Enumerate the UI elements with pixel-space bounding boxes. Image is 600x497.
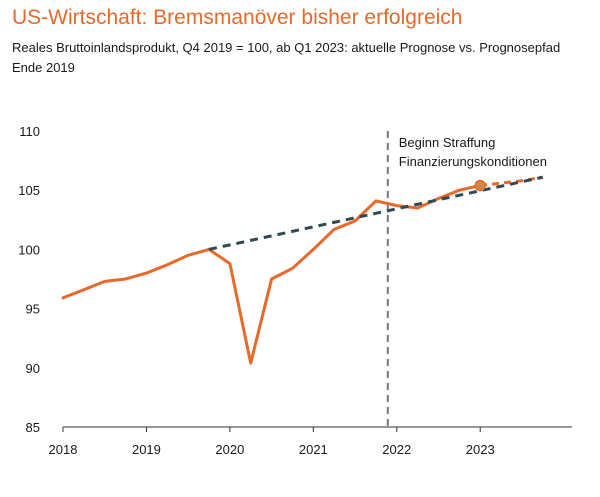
x-tick-label: 2018 xyxy=(49,442,78,457)
gdp-actual-line xyxy=(61,184,482,365)
series-group xyxy=(61,175,544,365)
y-tick-label: 90 xyxy=(26,361,40,376)
annotation: Beginn Straffung Finanzierungskonditionen xyxy=(399,135,547,169)
x-tick-label: 2023 xyxy=(466,442,495,457)
forecast-start-marker xyxy=(474,179,486,192)
axes xyxy=(62,426,572,432)
y-tick-label: 105 xyxy=(18,183,40,198)
annotation-label: Finanzierungskonditionen xyxy=(399,154,547,169)
x-tick-label: 2022 xyxy=(382,442,411,457)
y-tick-label: 95 xyxy=(26,302,40,317)
y-tick-label: 110 xyxy=(19,124,40,139)
x-tick-label: 2019 xyxy=(132,442,161,457)
x-tick-labels: 2018 2019 2020 2021 2022 2023 xyxy=(49,442,495,457)
x-tick-label: 2020 xyxy=(215,442,244,457)
gdp-forecast-line xyxy=(480,175,544,187)
y-tick-label: 85 xyxy=(26,420,40,435)
y-tick-labels: 85 90 95 100 105 110 xyxy=(18,124,40,435)
chart-subtitle: Reales Bruttoinlandsprodukt, Q4 2019 = 1… xyxy=(12,40,561,75)
chart-title: US-Wirtschaft: Bremsmanöver bisher erfol… xyxy=(12,6,463,29)
pre-covid-path-line xyxy=(208,175,544,251)
y-tick-label: 100 xyxy=(18,242,40,257)
x-tick-label: 2021 xyxy=(299,442,328,457)
annotation-label: Beginn Straffung xyxy=(399,135,496,150)
